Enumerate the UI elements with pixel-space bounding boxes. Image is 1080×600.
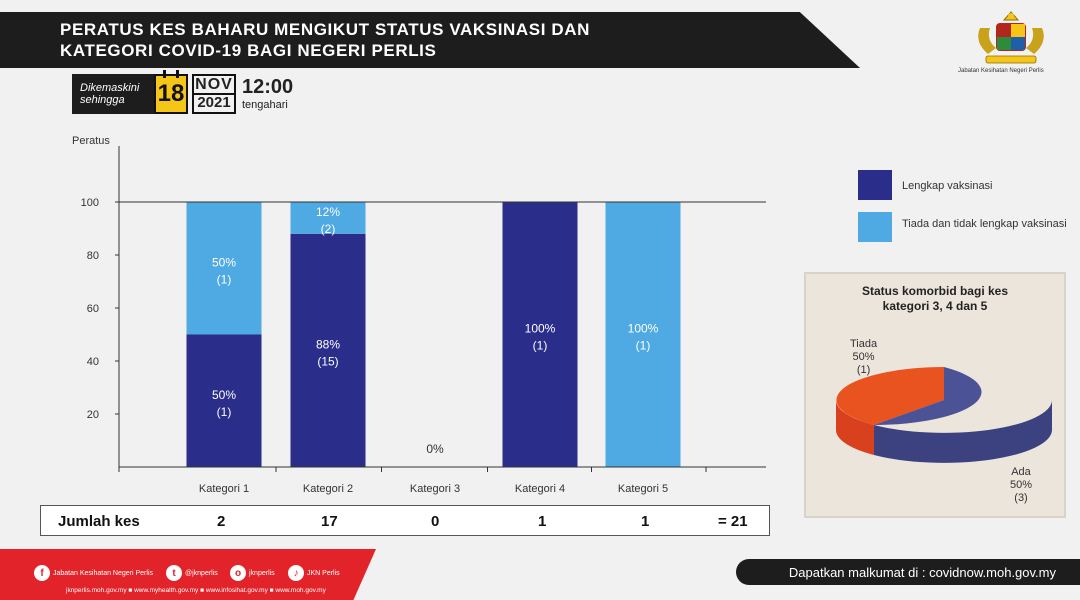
comorbid-pie-panel: Status komorbid bagi kes kategori 3, 4 d… xyxy=(804,272,1066,518)
coat-of-arms-logo xyxy=(978,11,1044,64)
update-stamp: Dikemaskini sehingga 18 NOV 2021 12:00 t… xyxy=(72,70,293,114)
calendar-day: 18 xyxy=(154,70,188,114)
update-time-suffix: tengahari xyxy=(242,99,288,111)
pie-label-tiada-pct: 50% xyxy=(852,351,875,363)
total-kategori-3: 0 xyxy=(431,513,440,530)
pie-label-tiada: Tiada 50% (1) xyxy=(850,338,877,377)
totals-label: Jumlah kes xyxy=(58,513,140,530)
x-tick-label-2: Kategori 2 xyxy=(303,483,353,495)
data-label-pct-1-1: 50% xyxy=(212,255,236,269)
data-label-pct-5-1: 100% xyxy=(628,322,659,336)
data-label-count-2-1: (2) xyxy=(321,222,336,236)
title-banner: PERATUS KES BAHARU MENGIKUT STATUS VAKSI… xyxy=(0,12,860,68)
y-tick-label-100: 100 xyxy=(81,197,99,209)
social-twitter-text: @jknperlis xyxy=(185,569,218,577)
pie-slice-ada xyxy=(874,367,982,425)
facebook-icon: f xyxy=(34,565,50,581)
social-tiktok[interactable]: ♪ JKN Perlis xyxy=(288,565,340,581)
social-instagram-text: jknperlis xyxy=(249,569,275,577)
x-tick-label-5: Kategori 5 xyxy=(618,483,668,495)
legend-item-complete: Lengkap vaksinasi xyxy=(858,170,1080,200)
data-label-count-5-1: (1) xyxy=(636,339,651,353)
calendar-month: NOV xyxy=(194,76,234,95)
y-tick-label-40: 40 xyxy=(87,356,99,368)
total-kategori-5: 1 xyxy=(641,513,650,530)
total-kategori-1: 2 xyxy=(217,513,226,530)
twitter-icon: t xyxy=(166,565,182,581)
pie-label-ada: Ada 50% (3) xyxy=(1010,466,1032,505)
tiktok-icon: ♪ xyxy=(288,565,304,581)
chart-legend: Lengkap vaksinasi Tiada dan tidak lengka… xyxy=(858,170,1080,254)
bars-group xyxy=(186,202,681,467)
pie-side-tiada xyxy=(836,400,874,455)
data-label-pct-4-0: 100% xyxy=(525,322,556,336)
totals-row: Jumlah kes 2 17 0 1 1 = 21 xyxy=(40,505,770,536)
pie-label-ada-pct: 50% xyxy=(1010,479,1033,491)
data-label-count-2-0: (15) xyxy=(317,354,338,368)
update-label: Dikemaskini sehingga xyxy=(72,74,154,114)
axes-group: 20 40 60 80 100 Kategori 1 Kategori 2 Kategori … xyxy=(81,146,766,495)
logo-caption: Jabatan Kesihatan Negeri Perlis xyxy=(958,68,1044,74)
footer-info-pill: Dapatkan malkumat di : covidnow.moh.gov.… xyxy=(736,559,1080,585)
title-line-1: PERATUS KES BAHARU MENGIKUT STATUS VAKSI… xyxy=(60,20,591,39)
bar-segment-incomplete-1 xyxy=(186,202,262,335)
update-time: 12:00 tengahari xyxy=(242,76,293,112)
y-axis-label: Peratus xyxy=(72,135,110,147)
calendar-month-year: NOV 2021 xyxy=(192,74,236,114)
legend-swatch-incomplete xyxy=(858,212,892,242)
data-label-pct-2-0: 88% xyxy=(316,337,340,351)
pie-slice-tiada xyxy=(836,367,944,425)
data-label-pct-2-1: 12% xyxy=(316,205,340,219)
pie-side-ada xyxy=(874,400,1052,463)
data-label-count-1-1: (1) xyxy=(217,272,232,286)
instagram-icon: o xyxy=(230,565,246,581)
x-tick-label-3: Kategori 3 xyxy=(410,483,460,495)
calendar-year: 2021 xyxy=(197,94,231,111)
y-tick-label-20: 20 xyxy=(87,409,99,421)
pie-title-line1: Status komorbid bagi kes xyxy=(861,284,1009,298)
footer-links[interactable]: jknperlis.moh.gov.my ■ www.myhealth.gov.… xyxy=(66,587,326,594)
legend-label-incomplete: Tiada dan tidak lengkap vaksinasi xyxy=(902,218,1067,230)
social-instagram[interactable]: o jknperlis xyxy=(230,565,275,581)
bar-segment-incomplete-5 xyxy=(605,202,681,467)
x-tick-label-4: Kategori 4 xyxy=(515,483,565,495)
pie-label-tiada-name: Tiada xyxy=(850,338,878,350)
update-label-line2: sehingga xyxy=(80,94,125,106)
legend-swatch-complete xyxy=(858,170,892,200)
grand-total: = 21 xyxy=(718,513,748,530)
total-kategori-2: 17 xyxy=(321,513,338,530)
data-label-count-1-0: (1) xyxy=(217,405,232,419)
pie-title: Status komorbid bagi kes kategori 3, 4 d… xyxy=(806,284,1064,314)
legend-item-incomplete: Tiada dan tidak lengkap vaksinasi xyxy=(858,212,1080,242)
update-label-line1: Dikemaskini xyxy=(80,82,140,94)
pie-3d xyxy=(836,367,1052,463)
data-label-count-4-0: (1) xyxy=(533,339,548,353)
footer-social-bar: f Jabatan Kesihatan Negeri Perlis t @jkn… xyxy=(0,549,376,600)
y-tick-label-60: 60 xyxy=(87,303,99,315)
title-line-2: KATEGORI COVID-19 BAGI NEGERI PERLIS xyxy=(60,41,437,60)
footer-info-text: Dapatkan malkumat di : covidnow.moh.gov.… xyxy=(788,564,1056,580)
bar-segment-complete-4 xyxy=(502,202,578,467)
data-label-pct-3-0: 0% xyxy=(426,442,444,456)
pie-label-ada-count: (3) xyxy=(1014,492,1028,504)
social-tiktok-text: JKN Perlis xyxy=(307,569,340,577)
data-labels-group: 50% (1) 50% (1) 88% (15) 12% (2) 0% 100% (1) 100% (1… xyxy=(212,205,659,456)
y-tick-label-80: 80 xyxy=(87,250,99,262)
social-twitter[interactable]: t @jknperlis xyxy=(166,565,218,581)
x-tick-label-1: Kategori 1 xyxy=(199,483,249,495)
update-time-value: 12:00 xyxy=(242,76,294,98)
data-label-pct-1-0: 50% xyxy=(212,388,236,402)
pie-title-line2: kategori 3, 4 dan 5 xyxy=(882,299,988,313)
social-facebook[interactable]: f Jabatan Kesihatan Negeri Perlis xyxy=(34,565,153,581)
total-kategori-4: 1 xyxy=(538,513,547,530)
bar-segment-incomplete-2 xyxy=(290,202,366,234)
bar-segment-complete-1 xyxy=(186,334,262,467)
pie-label-ada-name: Ada xyxy=(1011,466,1031,478)
bar-segment-complete-2 xyxy=(290,233,366,467)
pie-label-tiada-count: (1) xyxy=(856,364,871,376)
legend-label-complete: Lengkap vaksinasi xyxy=(902,180,993,192)
social-facebook-text: Jabatan Kesihatan Negeri Perlis xyxy=(53,569,154,577)
